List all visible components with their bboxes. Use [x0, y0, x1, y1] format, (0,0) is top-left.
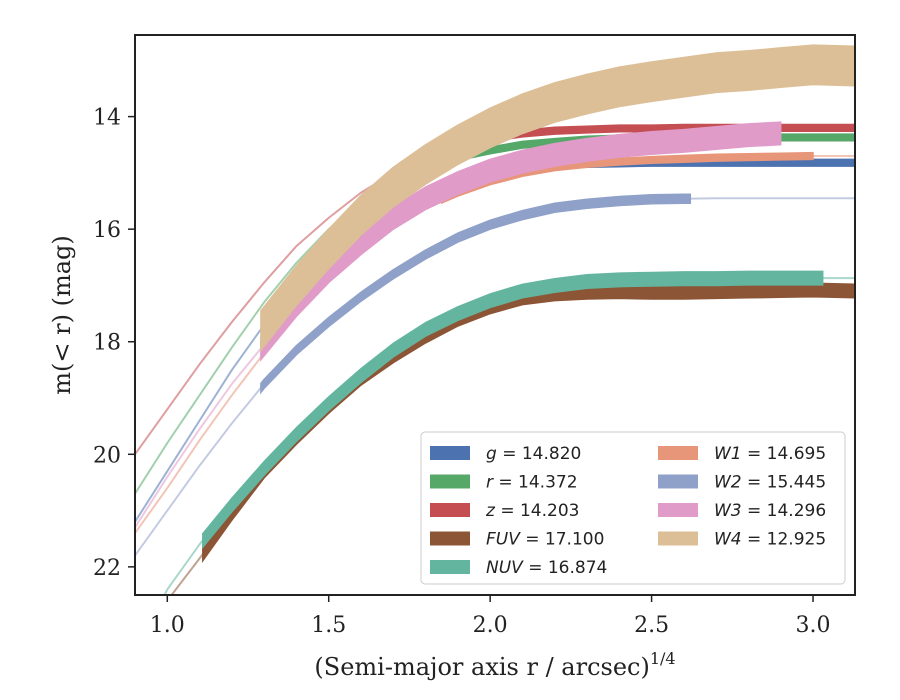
x-axis-label-text: (Semi-major axis r / arcsec) [314, 653, 649, 681]
legend-box [420, 431, 846, 585]
y-tick-label: 20 [93, 443, 121, 468]
series-w2 [135, 193, 855, 557]
legend-swatch-w3 [658, 503, 698, 517]
series-band-w4 [260, 44, 855, 353]
x-tick-label: 1.0 [150, 613, 185, 638]
x-tick-label: 2.0 [473, 613, 508, 638]
y-tick-label: 22 [93, 556, 121, 581]
legend-label-w1: W1 = 14.695 [714, 444, 826, 464]
y-tick-label: 16 [93, 218, 121, 243]
x-axis-label: (Semi-major axis r / arcsec)1/4 [314, 649, 675, 681]
legend-swatch-w2 [658, 474, 698, 489]
legend-label-r: r = 14.372 [486, 473, 578, 493]
legend-swatch-g [430, 446, 470, 460]
x-tick-label: 3.0 [796, 613, 831, 638]
legend-label-nuv: NUV = 16.874 [486, 558, 607, 578]
x-axis-ticks: 1.0 1.5 2.0 2.5 3.0 [150, 595, 831, 638]
series-band-nuv [202, 270, 824, 550]
legend-label-w4: W4 = 12.925 [714, 530, 826, 550]
curves-layer [135, 44, 855, 595]
series-band-w3 [260, 121, 782, 362]
series-nuv [163, 270, 855, 595]
x-tick-label: 1.5 [311, 613, 346, 638]
series-w3 [135, 121, 782, 529]
x-axis-label-exponent: 1/4 [650, 649, 676, 668]
series-w4 [260, 44, 855, 353]
legend-label-w2: W2 = 15.445 [714, 473, 826, 493]
legend-swatch-w1 [658, 446, 698, 460]
y-axis-label: m(< r) (mag) [48, 235, 76, 394]
series-band-z [440, 123, 855, 156]
plot-frame [134, 34, 856, 596]
y-tick-label: 18 [93, 331, 121, 356]
legend-swatch-r [430, 474, 470, 489]
legend-swatch-nuv [430, 560, 470, 574]
legend-label-g: g = 14.820 [486, 444, 581, 464]
y-tick-label: 14 [93, 106, 121, 131]
legend-label-z: z = 14.203 [485, 501, 579, 521]
legend-swatch-fuv [430, 531, 470, 546]
legend-swatch-w4 [658, 531, 698, 546]
y-axis-ticks: 14 16 18 20 22 [93, 106, 135, 581]
series-band-w2 [260, 193, 692, 395]
legend-label-w3: W3 = 14.296 [714, 501, 826, 521]
legend-swatch-z [430, 503, 470, 517]
legend: g = 14.820 r = 14.372 z = 14.203 FUV = 17.1… [420, 431, 846, 585]
x-tick-label: 2.5 [634, 613, 669, 638]
legend-label-fuv: FUV = 17.100 [486, 530, 604, 550]
